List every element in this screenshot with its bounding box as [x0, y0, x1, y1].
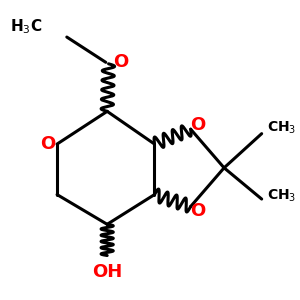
Text: CH$_3$: CH$_3$ [267, 188, 296, 204]
Text: CH$_3$: CH$_3$ [267, 119, 296, 136]
Text: OH: OH [92, 263, 122, 281]
Text: O: O [190, 202, 205, 220]
Text: H$_3$C: H$_3$C [10, 17, 43, 36]
Text: O: O [40, 135, 55, 153]
Text: O: O [190, 116, 205, 134]
Text: O: O [113, 53, 129, 71]
